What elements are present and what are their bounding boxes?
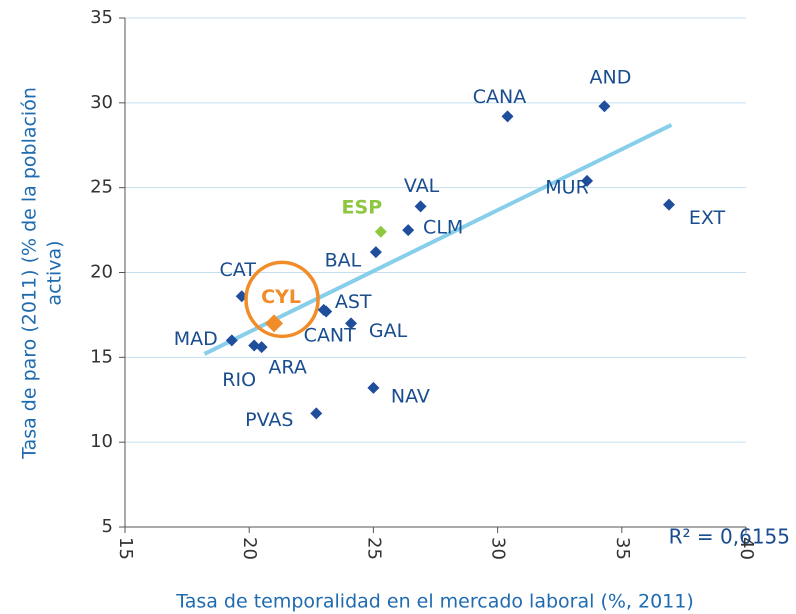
point-label: CANA bbox=[473, 86, 526, 108]
y-tick-label: 35 bbox=[90, 7, 113, 28]
point bbox=[265, 314, 284, 333]
point-label: EXT bbox=[689, 207, 726, 229]
point bbox=[581, 174, 594, 187]
y-tick-label: 20 bbox=[90, 262, 113, 283]
y-axis-title: Tasa de paro (2011) (% de la población bbox=[19, 87, 41, 460]
point-label: CAT bbox=[220, 259, 257, 281]
point-label: MUR bbox=[545, 176, 589, 198]
x-tick-label: 35 bbox=[612, 537, 633, 560]
point-label: BAL bbox=[325, 250, 362, 272]
trendline bbox=[203, 123, 673, 356]
point-label: ESP bbox=[342, 196, 383, 218]
point bbox=[255, 341, 268, 354]
point-label: NAV bbox=[391, 385, 430, 407]
x-tick-label: 15 bbox=[115, 537, 136, 560]
y-tick-label: 10 bbox=[90, 431, 113, 452]
point bbox=[310, 407, 323, 420]
point-label: CYL bbox=[261, 286, 301, 308]
highlight-circle bbox=[244, 260, 320, 339]
point bbox=[598, 100, 611, 113]
y-tick-label: 15 bbox=[90, 346, 113, 367]
y-tick-label: 30 bbox=[90, 92, 113, 113]
point bbox=[501, 110, 514, 123]
r-squared: R² = 0,6155 bbox=[669, 525, 790, 549]
y-tick-label: 25 bbox=[90, 177, 113, 198]
point-label: RIO bbox=[222, 369, 256, 391]
x-axis-title: Tasa de temporalidad en el mercado labor… bbox=[175, 591, 694, 613]
y-tick-label: 5 bbox=[102, 516, 113, 537]
point bbox=[374, 225, 387, 238]
x-tick-label: 20 bbox=[239, 537, 260, 560]
point-label: VAL bbox=[404, 175, 440, 197]
point-label: MAD bbox=[174, 328, 218, 350]
point bbox=[367, 381, 380, 394]
point bbox=[317, 303, 330, 316]
point bbox=[414, 200, 427, 213]
point-label: CANT bbox=[304, 324, 356, 346]
point bbox=[225, 334, 238, 347]
point-label: ARA bbox=[268, 357, 306, 379]
point-label: AND bbox=[589, 67, 631, 89]
point bbox=[369, 246, 382, 259]
y-axis-title: activa) bbox=[44, 240, 66, 305]
point-label: CLM bbox=[423, 217, 463, 239]
point-label: AST bbox=[335, 291, 372, 313]
x-tick-label: 25 bbox=[363, 537, 384, 560]
x-tick-label: 30 bbox=[488, 537, 509, 560]
point bbox=[662, 198, 675, 211]
point bbox=[402, 224, 415, 237]
point-label: GAL bbox=[369, 320, 408, 342]
point-label: PVAS bbox=[245, 409, 293, 431]
x-tick-label: 40 bbox=[736, 537, 757, 560]
point bbox=[345, 317, 358, 330]
